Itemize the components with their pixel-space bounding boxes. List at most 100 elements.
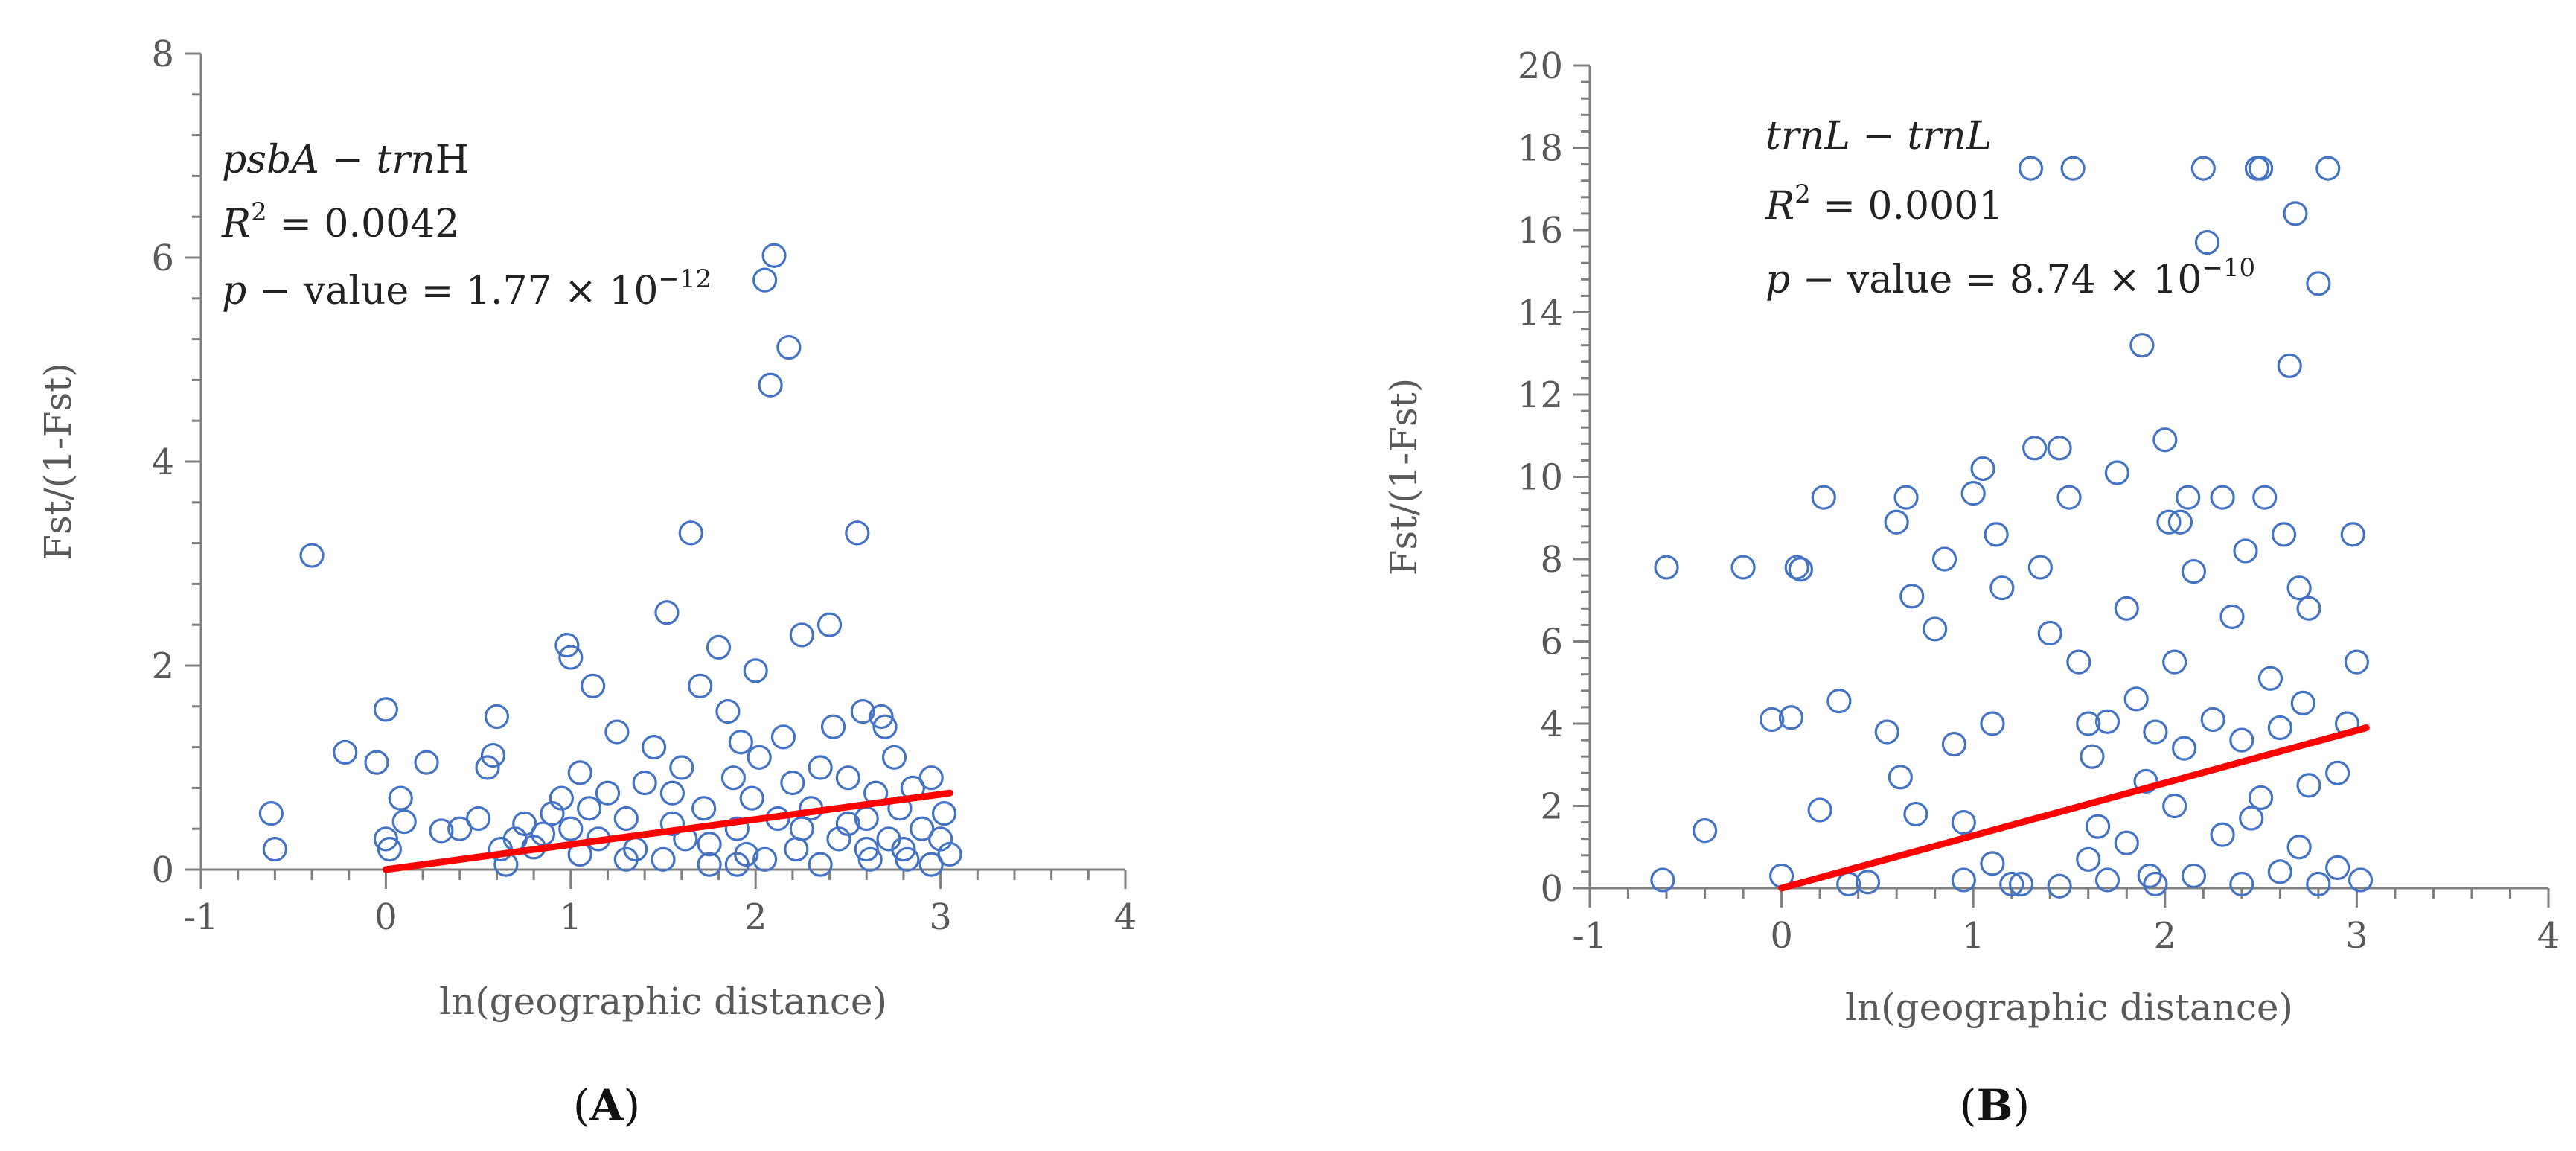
panel-a-data-point [595, 780, 621, 806]
panel-a-data-point [475, 755, 500, 780]
panel-a-x-tick-label: 3 [929, 896, 952, 938]
panel-b-y-tick-label: 2 [1540, 786, 1563, 828]
panel-b-data-point [2143, 719, 2168, 745]
panel-b-data-point [2171, 736, 2197, 761]
panel-a-data-point [299, 543, 325, 568]
panel-b-y-tick-label: 18 [1518, 128, 1563, 170]
panel-a-p-value: − value = 1.77 × 10 [246, 269, 658, 313]
panel-a-annotation-genes: psbA − trnH [222, 138, 469, 182]
panel-b-data-point [2094, 867, 2120, 893]
panel-b-data-point [2047, 436, 2072, 461]
panel-b-data-point [1893, 485, 1919, 510]
panel-a-data-point [854, 836, 879, 862]
panel-b-data-point [2094, 709, 2120, 734]
panel-a-data-point [549, 785, 574, 811]
panel-b-data-point [2190, 156, 2216, 181]
panel-b-data-point [1970, 456, 1995, 482]
panel-b-data-point [2162, 649, 2187, 675]
panel-b-data-point [2325, 855, 2350, 880]
panel-a-data-point [918, 852, 944, 877]
panel-a-gene-b: trn [376, 138, 435, 182]
panel-a-data-point [654, 600, 680, 625]
panel-a-data-point [780, 770, 805, 796]
panel-b-data-point [1980, 711, 2005, 736]
panel-b-data-point [1888, 765, 1913, 790]
panel-b-data-point [1807, 797, 1832, 823]
panel-b-y-tick-label: 0 [1540, 868, 1563, 910]
panel-b-data-point [2022, 436, 2048, 461]
panel-b-y-tick-label: 6 [1540, 622, 1563, 663]
panel-a-data-point [761, 243, 787, 268]
panel-a-data-point [613, 806, 639, 832]
panel-b-data-point [2348, 867, 2374, 893]
panel-a-data-point [373, 697, 399, 722]
panel-b-annotation-r2: R2 = 0.0001 [1765, 179, 2003, 229]
panel-a-data-point [465, 806, 491, 832]
panel-b-data-point [2133, 768, 2158, 794]
panel-b-data-point [2009, 871, 2034, 897]
panel-b-x-tick-label: -1 [1573, 915, 1608, 957]
panel-b-data-point [1784, 555, 1809, 580]
panel-a-data-point [937, 841, 962, 867]
panel-b-data-point [1903, 801, 1928, 827]
panel-b-data-point [1999, 871, 2024, 897]
panel-b-data-point [2249, 785, 2274, 811]
panel-a-data-point [895, 846, 920, 872]
panel-b-data-point [2143, 871, 2168, 897]
panel-b-data-point [1730, 555, 1756, 580]
panel-b-data-point [2152, 427, 2178, 453]
panel-a-data-point [752, 267, 778, 293]
panel-b-y-tick-label: 12 [1518, 374, 1563, 416]
panel-b-data-point [2229, 871, 2254, 897]
panel-a-data-point [728, 730, 753, 755]
panel-a-data-point [429, 818, 454, 844]
panel-a-data-point [581, 673, 606, 699]
panel-b-x-axis-label: ln(geographic distance) [1845, 986, 2293, 1029]
panel-b-data-point [1692, 818, 1718, 844]
panel-b-data-point [1855, 870, 1881, 895]
panel-a-data-point [770, 724, 796, 750]
panel-a-p-exponent: −12 [658, 264, 712, 294]
panel-b-p-value: − value = 8.74 × 10 [1790, 258, 2202, 302]
panel-a-data-point [604, 719, 630, 745]
panel-b-data-point [2252, 485, 2278, 510]
panel-a-data-point [377, 836, 402, 862]
panel-a-data-point [857, 846, 883, 872]
panel-a-data-point [891, 836, 916, 862]
panel-a-y-tick-label: 4 [151, 441, 174, 483]
panel-b-data-point [2027, 555, 2053, 580]
panel-a-y-tick-label: 6 [151, 237, 174, 279]
panel-a-data-point [743, 658, 768, 683]
panel-a-data-point [850, 699, 875, 724]
panel-a-data-point [869, 704, 894, 730]
panel-b-data-point [2229, 727, 2254, 753]
panel-a-data-point [567, 760, 592, 785]
panel-b-data-point [2219, 604, 2245, 629]
panel-b-data-point [2129, 333, 2155, 358]
panel-a-label-open: ( [573, 1080, 590, 1131]
panel-a-data-point [715, 699, 741, 724]
panel-b-data-point [1788, 557, 1813, 582]
panel-a-annotation-pvalue: p − value = 1.77 × 10−12 [222, 264, 712, 313]
panel-b-p-exponent: −10 [2202, 253, 2255, 283]
panel-b-label-letter: B [1976, 1080, 2013, 1131]
panel-b-data-point [1654, 555, 1679, 580]
panel-a-annotation-r2: R2 = 0.0042 [221, 197, 459, 246]
panel-b-data-point [2210, 485, 2235, 510]
panel-b-data-point [2283, 201, 2308, 226]
panel-a-data-point [752, 846, 778, 872]
panel-a-data-point [480, 742, 506, 768]
panel-a-data-point [931, 801, 957, 826]
panel-b-data-point [2344, 649, 2369, 675]
panel-b-data-point [1899, 584, 1925, 609]
panel-a-trendline [382, 789, 953, 873]
panel-b-trendline [1778, 724, 2370, 892]
panel-b-data-point [2290, 690, 2315, 715]
panel-b-y-tick-label: 20 [1518, 45, 1563, 87]
panel-b-data-point [2239, 806, 2264, 831]
panel-a-data-point [613, 846, 639, 872]
panel-a-data-point [706, 634, 732, 660]
panel-a-y-tick-label: 2 [151, 645, 174, 687]
